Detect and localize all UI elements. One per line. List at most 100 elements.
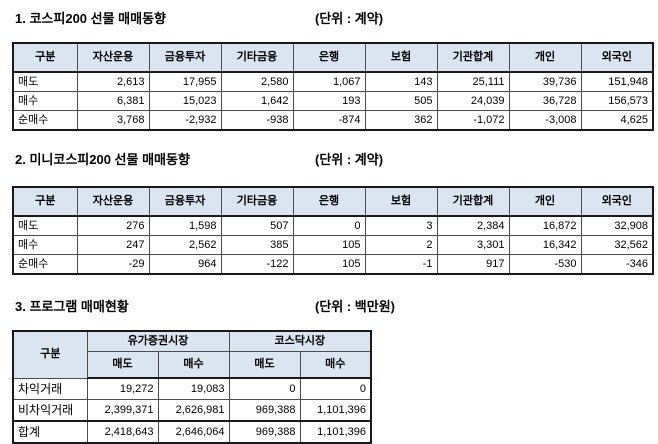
table-row: 매도 276 1,598 507 0 3 2,384 16,872 32,908 — [12, 215, 654, 236]
header-row: 구분 자산운용 금융투자 기타금융 은행 보험 기관합계 개인 외국인 — [12, 42, 654, 73]
column-header: 매도 — [228, 351, 301, 379]
cell-value: 143 — [364, 71, 438, 92]
row-label: 매도 — [12, 215, 78, 236]
column-header: 개인 — [508, 42, 582, 73]
cell-value: 247 — [76, 235, 150, 255]
row-label: 매도 — [12, 71, 78, 92]
cell-value: 24,039 — [436, 91, 510, 111]
cell-value: 151,948 — [580, 71, 654, 92]
cell-value: 2,384 — [436, 215, 510, 236]
column-header: 금융투자 — [148, 186, 222, 217]
column-header: 기관합계 — [436, 42, 510, 73]
cell-value: 276 — [76, 215, 150, 236]
column-header: 매도 — [86, 351, 159, 379]
column-header: 개인 — [508, 186, 582, 217]
column-header: 기타금융 — [220, 186, 294, 217]
section-2-header-row: 2. 미니코스피200 선물 매매동향 (단위 : 계약) — [15, 149, 650, 168]
cell-value: 1,067 — [292, 71, 366, 92]
cell-value: 917 — [436, 254, 510, 275]
cell-value: 2,646,064 — [157, 420, 230, 444]
column-header: 자산운용 — [76, 42, 150, 73]
column-header: 보험 — [364, 42, 438, 73]
section-3-header-row: 3. 프로그램 매매현황 (단위 : 백만원) — [15, 296, 650, 315]
section-3-unit-label: (단위 : 백만원) — [315, 299, 396, 314]
cell-value: 0 — [292, 215, 366, 236]
column-header: 외국인 — [580, 186, 654, 217]
cell-value: 25,111 — [436, 71, 510, 92]
group-header-row: 구분 유가증권시장 코스닥시장 — [12, 330, 372, 379]
cell-value: -2,932 — [148, 110, 222, 131]
cell-value: 3,768 — [76, 110, 150, 131]
cell-value: 2,580 — [220, 71, 294, 92]
corner-header: 구분 — [12, 330, 88, 379]
section-2-unit-label: (단위 : 계약) — [315, 152, 384, 167]
cell-value: 6,381 — [76, 91, 150, 111]
cell-value: -3,008 — [508, 110, 582, 131]
column-header: 기타금융 — [220, 42, 294, 73]
column-header: 구분 — [12, 186, 78, 217]
section-2-title: 2. 미니코스피200 선물 매매동향 — [15, 152, 190, 167]
row-label: 순매수 — [12, 254, 78, 275]
cell-value: 2 — [364, 235, 438, 255]
cell-value: 1,101,396 — [299, 399, 372, 422]
cell-value: 16,342 — [508, 235, 582, 255]
cell-value: 2,562 — [148, 235, 222, 255]
cell-value: -122 — [220, 254, 294, 275]
row-label: 차익거래 — [12, 377, 88, 400]
section-1-unit-label: (단위 : 계약) — [315, 11, 384, 26]
cell-value: 19,083 — [157, 377, 230, 400]
cell-value: 32,908 — [580, 215, 654, 236]
row-label: 순매수 — [12, 110, 78, 131]
table-row: 순매수 -29 964 -122 105 -1 917 -530 -346 — [12, 254, 654, 275]
column-header: 매수 — [157, 351, 230, 379]
cell-value: 105 — [292, 235, 366, 255]
header-row: 구분 자산운용 금융투자 기타금융 은행 보험 기관합계 개인 외국인 — [12, 186, 654, 217]
cell-value: 156,573 — [580, 91, 654, 111]
row-label: 매수 — [12, 91, 78, 111]
column-header: 자산운용 — [76, 186, 150, 217]
column-header: 구분 — [12, 42, 78, 73]
row-label: 매수 — [12, 235, 78, 255]
cell-value: 1,598 — [148, 215, 222, 236]
cell-value: -346 — [580, 254, 654, 275]
sub-header-row: 매도 매수 매도 매수 — [13, 351, 372, 379]
cell-value: 385 — [220, 235, 294, 255]
section-1-title: 1. 코스피200 선물 매매동향 — [15, 11, 167, 26]
column-header: 기관합계 — [436, 186, 510, 217]
column-header: 외국인 — [580, 42, 654, 73]
table-row: 매수 6,381 15,023 1,642 193 505 24,039 36,728 156,… — [12, 91, 654, 111]
cell-value: 0 — [228, 377, 301, 400]
cell-value: 2,418,643 — [86, 420, 159, 444]
table-row: 비차익거래 2,399,371 2,626,981 969,388 1,101,396 — [12, 399, 372, 422]
cell-value: 964 — [148, 254, 222, 275]
column-header: 보험 — [364, 186, 438, 217]
table-row: 차익거래 19,272 19,083 0 0 — [12, 377, 372, 400]
column-header: 은행 — [292, 186, 366, 217]
program-trading-table: 구분 유가증권시장 코스닥시장 매도 매수 매도 매수 차익거래 19,272 19,083 0 0 비… — [12, 330, 373, 444]
market-group-header: 코스닥시장 — [228, 330, 372, 352]
table-row: 매수 247 2,562 385 105 2 3,301 16,342 32,562 — [12, 235, 654, 255]
table-row: 합계 2,418,643 2,646,064 969,388 1,101,396 — [12, 420, 372, 444]
cell-value: -1 — [364, 254, 438, 275]
cell-value: 969,388 — [228, 399, 301, 422]
mini-kospi200-futures-table: 구분 자산운용 금융투자 기타금융 은행 보험 기관합계 개인 외국인 매도 276 1,598 507… — [12, 186, 654, 275]
section-3-title: 3. 프로그램 매매현황 — [15, 299, 129, 314]
table-row: 매도 2,613 17,955 2,580 1,067 143 25,111 39,736 15… — [12, 71, 654, 92]
cell-value: 39,736 — [508, 71, 582, 92]
cell-value: 36,728 — [508, 91, 582, 111]
column-header: 금융투자 — [148, 42, 222, 73]
cell-value: -1,072 — [436, 110, 510, 131]
cell-value: 4,625 — [580, 110, 654, 131]
cell-value: 3,301 — [436, 235, 510, 255]
cell-value: 1,101,396 — [299, 420, 372, 444]
cell-value: 17,955 — [148, 71, 222, 92]
cell-value: 3 — [364, 215, 438, 236]
cell-value: 2,399,371 — [86, 399, 159, 422]
row-label: 비차익거래 — [12, 399, 88, 422]
cell-value: 2,626,981 — [157, 399, 230, 422]
cell-value: 19,272 — [86, 377, 159, 400]
cell-value: -938 — [220, 110, 294, 131]
column-header: 은행 — [292, 42, 366, 73]
cell-value: 362 — [364, 110, 438, 131]
